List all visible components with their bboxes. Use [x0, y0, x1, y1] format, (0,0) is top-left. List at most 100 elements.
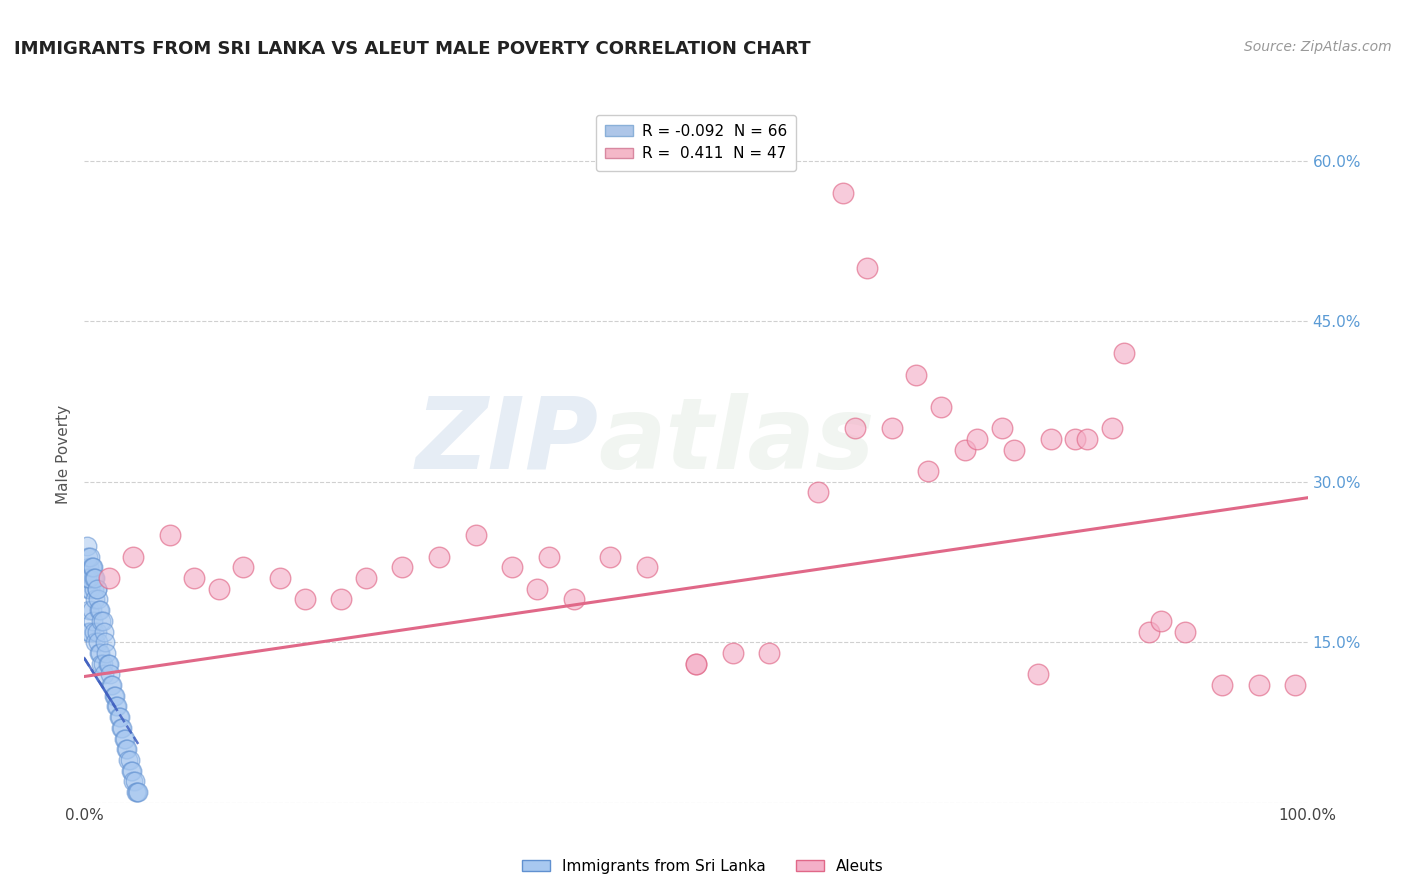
- Point: [89, 603, 111, 617]
- Point: [93, 624, 115, 639]
- Point: [127, 785, 149, 799]
- Point: [183, 571, 205, 585]
- Point: [77, 560, 100, 574]
- Legend: R = -0.092  N = 66, R =  0.411  N = 47: R = -0.092 N = 66, R = 0.411 N = 47: [596, 115, 796, 170]
- Point: [103, 689, 125, 703]
- Point: [80, 560, 103, 574]
- Point: [427, 549, 450, 564]
- Point: [91, 657, 114, 671]
- Point: [77, 549, 100, 564]
- Point: [76, 571, 98, 585]
- Point: [1039, 432, 1062, 446]
- Point: [856, 260, 879, 275]
- Point: [90, 657, 112, 671]
- Point: [87, 635, 110, 649]
- Point: [966, 432, 988, 446]
- Point: [87, 603, 110, 617]
- Point: [807, 485, 830, 500]
- Point: [84, 635, 107, 649]
- Point: [77, 571, 100, 585]
- Point: [80, 560, 103, 574]
- Point: [953, 442, 976, 457]
- Point: [562, 592, 585, 607]
- Point: [86, 582, 108, 596]
- Point: [82, 571, 104, 585]
- Point: [118, 753, 141, 767]
- Point: [391, 560, 413, 574]
- Point: [599, 549, 621, 564]
- Point: [111, 721, 134, 735]
- Point: [294, 592, 316, 607]
- Point: [87, 592, 110, 607]
- Point: [110, 721, 132, 735]
- Point: [107, 710, 129, 724]
- Point: [721, 646, 744, 660]
- Point: [538, 549, 561, 564]
- Point: [90, 614, 112, 628]
- Point: [84, 592, 107, 607]
- Point: [79, 549, 101, 564]
- Point: [844, 421, 866, 435]
- Point: [84, 571, 107, 585]
- Point: [105, 699, 128, 714]
- Point: [1174, 624, 1197, 639]
- Text: IMMIGRANTS FROM SRI LANKA VS ALEUT MALE POVERTY CORRELATION CHART: IMMIGRANTS FROM SRI LANKA VS ALEUT MALE …: [14, 40, 811, 58]
- Point: [685, 657, 707, 671]
- Text: ZIP: ZIP: [415, 392, 598, 490]
- Point: [104, 689, 127, 703]
- Point: [77, 624, 100, 639]
- Point: [831, 186, 853, 200]
- Point: [1137, 624, 1160, 639]
- Point: [354, 571, 377, 585]
- Text: atlas: atlas: [598, 392, 875, 490]
- Point: [1114, 346, 1136, 360]
- Point: [1064, 432, 1087, 446]
- Point: [1076, 432, 1098, 446]
- Point: [269, 571, 291, 585]
- Legend: Immigrants from Sri Lanka, Aleuts: Immigrants from Sri Lanka, Aleuts: [516, 853, 890, 880]
- Point: [122, 774, 145, 789]
- Point: [83, 624, 105, 639]
- Point: [124, 774, 146, 789]
- Point: [77, 582, 100, 596]
- Point: [80, 603, 103, 617]
- Point: [114, 731, 136, 746]
- Point: [159, 528, 181, 542]
- Point: [1247, 678, 1270, 692]
- Point: [917, 464, 939, 478]
- Point: [76, 539, 98, 553]
- Point: [1002, 442, 1025, 457]
- Point: [117, 753, 139, 767]
- Point: [82, 560, 104, 574]
- Point: [82, 614, 104, 628]
- Point: [115, 742, 138, 756]
- Point: [97, 571, 120, 585]
- Point: [502, 560, 524, 574]
- Point: [121, 764, 143, 778]
- Point: [86, 582, 108, 596]
- Point: [120, 764, 142, 778]
- Point: [83, 582, 105, 596]
- Point: [125, 785, 148, 799]
- Point: [758, 646, 780, 660]
- Point: [77, 603, 100, 617]
- Point: [100, 678, 122, 692]
- Point: [108, 710, 131, 724]
- Point: [929, 400, 952, 414]
- Point: [208, 582, 231, 596]
- Point: [880, 421, 903, 435]
- Point: [115, 742, 138, 756]
- Point: [91, 614, 114, 628]
- Point: [905, 368, 928, 382]
- Point: [98, 667, 121, 681]
- Point: [1284, 678, 1306, 692]
- Point: [685, 657, 707, 671]
- Point: [79, 624, 101, 639]
- Point: [636, 560, 658, 574]
- Point: [89, 646, 111, 660]
- Point: [122, 549, 145, 564]
- Text: Source: ZipAtlas.com: Source: ZipAtlas.com: [1244, 40, 1392, 54]
- Point: [83, 571, 105, 585]
- Point: [1101, 421, 1123, 435]
- Point: [97, 657, 120, 671]
